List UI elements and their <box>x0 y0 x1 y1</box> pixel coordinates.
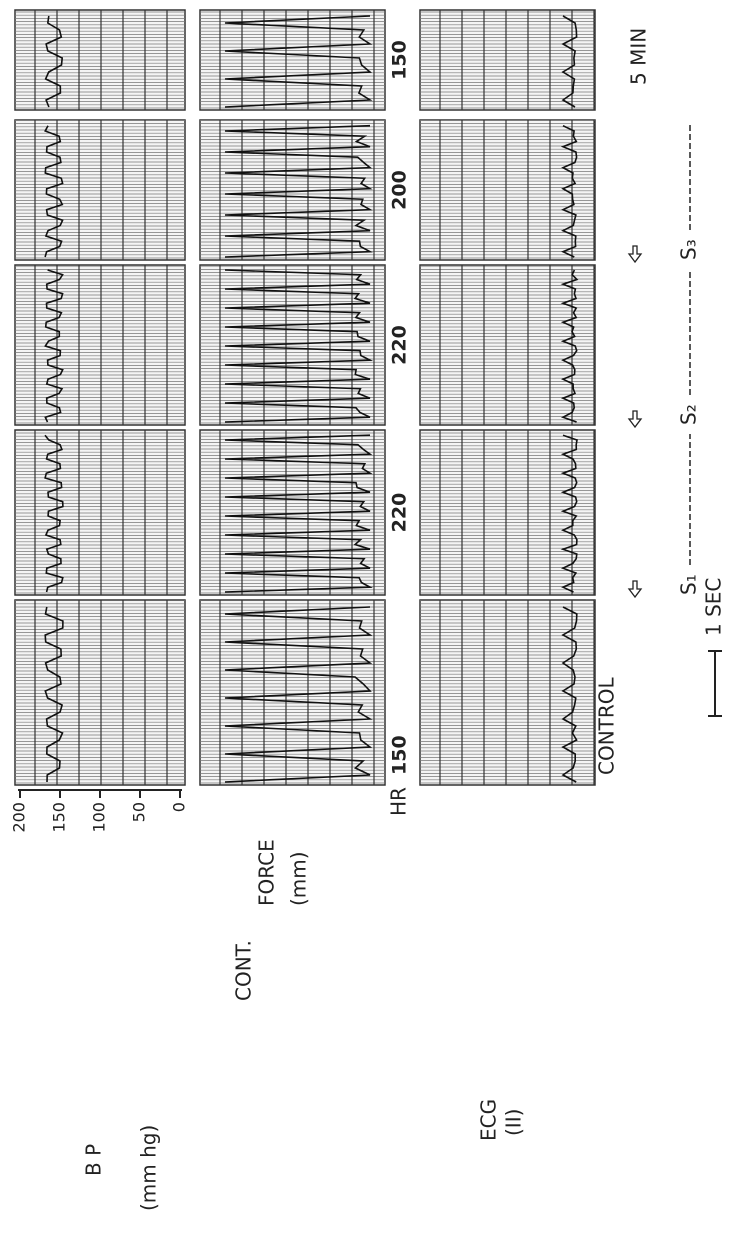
hr-value: 220 <box>389 493 411 533</box>
bp-tick-label: 200 <box>10 802 29 833</box>
rotated-figure: B P (mm hg) CONT. FORCE (mm) HR ECG (II)… <box>10 10 726 1211</box>
scale-label: 1 SEC <box>702 578 726 636</box>
hr-value: 150 <box>389 40 411 80</box>
stage-label: S₁ <box>677 574 701 595</box>
bp-tick-label: 50 <box>130 802 149 822</box>
force-label-2: FORCE <box>255 839 279 906</box>
bp-tick-label: 0 <box>170 802 189 812</box>
hr-value: 220 <box>389 325 411 365</box>
bp-tick-label: 100 <box>90 802 109 833</box>
bp-label: B P <box>82 1144 106 1176</box>
hr-value: 200 <box>389 170 411 210</box>
bp-tick-label: 150 <box>50 802 69 833</box>
hr-value: 150 <box>389 735 411 775</box>
stage-label: S₂ <box>677 404 701 425</box>
ecg-label: ECG <box>477 1099 501 1141</box>
stage-label: 5 MIN <box>627 28 651 85</box>
strip-panel <box>15 265 185 425</box>
stage-arrow <box>629 411 641 427</box>
column-label: CONTROL <box>595 676 619 775</box>
bp-unit: (mm hg) <box>137 1125 161 1211</box>
figure: B P (mm hg) CONT. FORCE (mm) HR ECG (II)… <box>0 0 752 1236</box>
stage-arrow <box>629 581 641 597</box>
page: {"figure": { "bp": {"label": "B P", "uni… <box>0 0 752 1236</box>
hr-label: HR <box>387 787 411 816</box>
stage-arrow <box>629 246 641 262</box>
ecg-lead: (II) <box>502 1109 526 1136</box>
force-label: CONT. <box>232 940 256 1001</box>
stage-label: S₃ <box>677 239 701 260</box>
force-unit: (mm) <box>287 851 311 906</box>
